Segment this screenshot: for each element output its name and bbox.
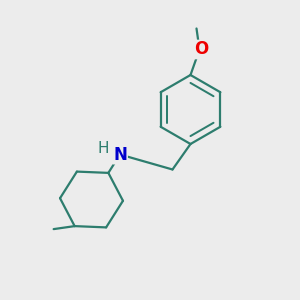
Text: N: N bbox=[113, 146, 127, 164]
Text: H: H bbox=[98, 141, 109, 156]
Text: O: O bbox=[194, 40, 208, 58]
